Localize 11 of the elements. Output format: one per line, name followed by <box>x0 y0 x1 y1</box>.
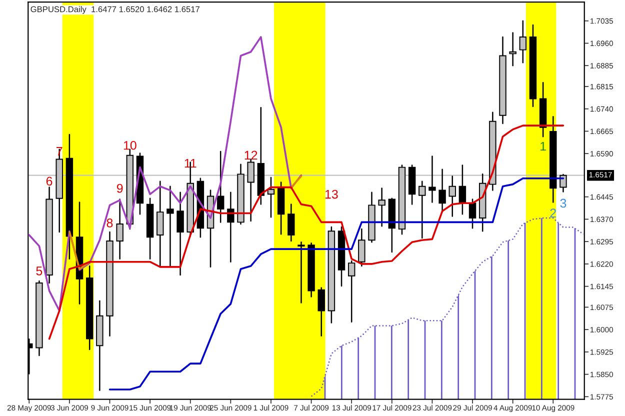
annotation: 13 <box>325 190 338 199</box>
annotation: 9 <box>116 184 123 193</box>
annotation: 2 <box>550 208 556 218</box>
annotation: 12 <box>244 150 258 160</box>
annotation: 8 <box>106 218 113 228</box>
chart-title: GBPUSD.Daily 1.6477 1.6520 1.6462 1.6517 <box>30 6 200 14</box>
annotation: 10 <box>124 140 136 150</box>
annotation: 5 <box>36 266 42 276</box>
annotation: 1 <box>540 142 546 151</box>
annotation: 6 <box>46 176 52 186</box>
annotation: 3 <box>560 198 566 208</box>
